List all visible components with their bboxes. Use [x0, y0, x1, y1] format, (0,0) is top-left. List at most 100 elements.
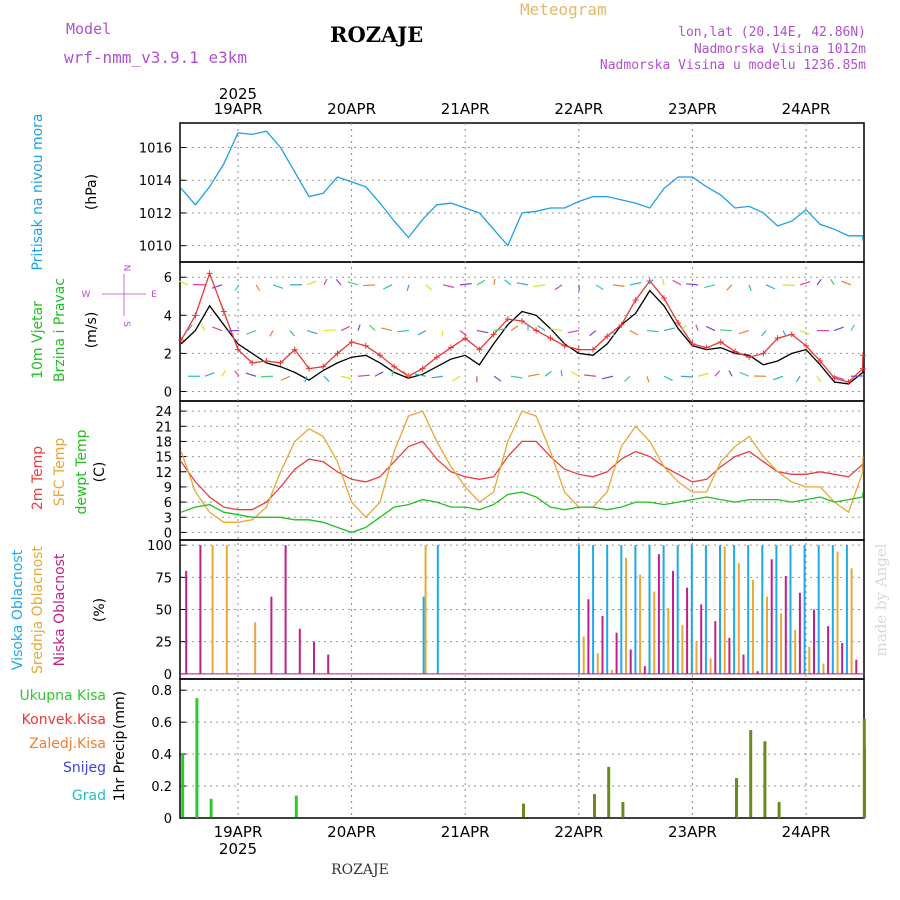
wind-direction-arrow — [510, 325, 519, 332]
gust-marker — [334, 350, 341, 357]
cloud-bar — [653, 591, 656, 674]
cloud-bar — [756, 671, 759, 674]
precip-ylabel: 1hr Precip — [112, 731, 128, 802]
temp-ylabel-3: dewpt Temp — [74, 429, 90, 514]
cloud-bar — [813, 609, 815, 674]
legend-snow: Snijeg — [63, 760, 106, 776]
wind-direction-arrow — [504, 279, 512, 286]
footer-station: ROZAJE — [331, 862, 389, 878]
series-line-dewpt-temp — [180, 491, 864, 534]
cloud-ylabel-1: Visoka Oblacnost — [10, 549, 26, 670]
wind-direction-arrow — [493, 278, 496, 285]
wind-direction-arrow — [629, 282, 642, 286]
series-line-brzina — [180, 289, 864, 385]
wind-direction-arrow — [850, 324, 856, 331]
model-elevation-label: Nadmorska Visina u modelu 1236.85m — [599, 58, 866, 73]
compass-s: S — [121, 321, 131, 327]
legend-graupel: Grad — [72, 788, 106, 804]
wind-direction-arrow — [550, 328, 563, 332]
wind-direction-arrow — [178, 280, 189, 286]
y-tick-label: 4 — [164, 309, 172, 324]
wind-direction-arrow — [323, 329, 336, 332]
wind-direction-arrow — [245, 372, 257, 377]
bottom-date-label: 24APR — [782, 823, 831, 841]
wind-direction-arrow — [761, 330, 767, 337]
wind-direction-arrow — [795, 375, 801, 383]
precip-bar — [209, 798, 213, 818]
cloud-bar — [436, 545, 439, 674]
cloud-bar — [629, 649, 632, 674]
cloud-bar — [648, 545, 651, 674]
cloud-bar — [695, 641, 698, 674]
y-tick-label: 9 — [164, 481, 172, 496]
cloud-ylabel-3: Niska Oblacnost — [52, 553, 68, 666]
cloud-bar — [808, 646, 811, 674]
wind-direction-arrow — [680, 324, 687, 331]
wind-direction-arrow — [335, 278, 342, 286]
gust-marker — [746, 354, 753, 361]
temp-unit: (C) — [92, 462, 108, 483]
pressure-panel — [179, 122, 865, 263]
wind-direction-arrow — [452, 375, 461, 382]
compass-e: E — [151, 290, 157, 300]
grid-lines — [180, 123, 864, 819]
wind-direction-arrow — [765, 284, 776, 290]
wind-direction-arrow — [782, 330, 787, 337]
wind-direction-arrow — [402, 370, 410, 377]
wind-direction-arrow — [726, 284, 733, 291]
series-layer — [178, 130, 866, 819]
gust-marker — [675, 319, 682, 326]
cloud-bar — [601, 615, 604, 674]
wind-direction-arrow — [363, 284, 376, 287]
temperature-panel — [179, 400, 865, 541]
precip-bar — [294, 795, 298, 818]
cloud-bar — [298, 628, 301, 674]
cloud-bar — [634, 545, 637, 674]
wind-direction-arrow — [772, 375, 784, 381]
y-tick-label: 75 — [155, 571, 172, 586]
cloud-bar — [784, 576, 787, 674]
gust-marker — [433, 354, 440, 361]
wind-direction-arrow — [357, 324, 361, 331]
elevation-label: Nadmorska Visina 1012m — [693, 42, 866, 57]
wind-direction-arrow — [533, 284, 546, 288]
precip-bar — [181, 754, 185, 818]
gust-marker — [590, 346, 596, 353]
y-tick-label: 6 — [164, 496, 172, 511]
wind-direction-arrow — [280, 375, 291, 381]
y-tick-label: 1014 — [139, 174, 172, 189]
wind-direction-arrow — [476, 329, 489, 334]
cloud-bar — [686, 587, 689, 674]
gust-marker — [604, 333, 611, 340]
wind-direction-arrow — [374, 371, 384, 377]
gust-marker — [547, 335, 554, 342]
wind-direction-arrow — [459, 330, 467, 337]
cloud-bar — [700, 604, 703, 674]
cloud-bar — [225, 545, 228, 674]
wind-direction-arrow — [234, 370, 240, 377]
gust-marker — [320, 363, 327, 370]
y-tick-label: 25 — [155, 636, 172, 651]
wind-direction-arrow — [200, 324, 206, 331]
series-line-sfc-temp — [180, 410, 864, 523]
wind-direction-arrow — [323, 278, 328, 286]
precip-bar — [522, 803, 525, 818]
bottom-date-label: 20APR — [327, 823, 376, 841]
wind-direction-arrow — [663, 375, 673, 381]
wind-direction-arrow — [799, 281, 811, 286]
cloud-bar — [789, 545, 792, 674]
cloud-bar — [639, 574, 642, 674]
pressure-unit: (hPa) — [84, 174, 100, 210]
gust-marker — [732, 348, 738, 355]
wind-direction-arrow — [830, 278, 835, 286]
wind-direction-arrow — [662, 278, 665, 285]
cloud-bar — [751, 579, 754, 674]
wind-direction-arrow — [720, 329, 733, 332]
wind-direction-arrow — [833, 326, 844, 332]
y-tick-label: 21 — [155, 420, 172, 435]
cloud-bar — [620, 545, 623, 674]
y-tick-label: 50 — [155, 604, 172, 619]
cloud-bar — [185, 570, 188, 674]
precip-bar — [863, 747, 866, 818]
wind-direction-arrow — [584, 374, 597, 377]
